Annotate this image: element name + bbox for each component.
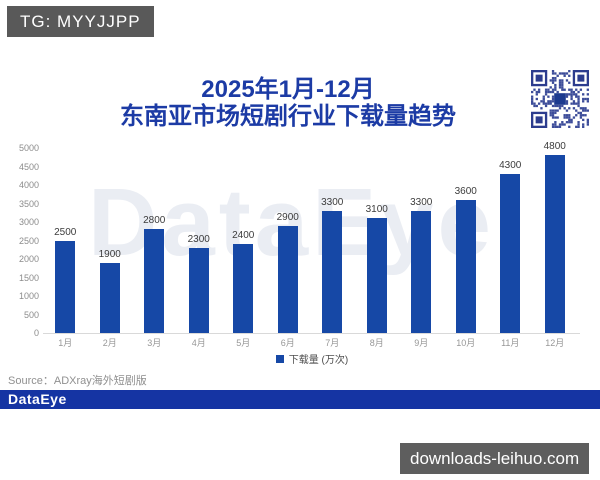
x-tick-label: 9月 <box>414 338 429 348</box>
y-tick-label: 3000 <box>18 217 39 227</box>
bar-value-label: 3300 <box>321 196 344 208</box>
bar-value-label: 2500 <box>54 226 77 238</box>
x-tick-label: 4月 <box>191 338 206 348</box>
bar-value-label: 3300 <box>410 196 433 208</box>
bar-value-label: 2800 <box>143 215 166 227</box>
y-tick-label: 0 <box>33 328 39 338</box>
chart-title-line2: 东南亚市场短剧行业下载量趋势 <box>120 103 456 130</box>
qr-code-icon <box>531 70 589 128</box>
bar-value-label: 4300 <box>499 159 522 171</box>
legend-label: 下载量 (万次) <box>288 355 349 366</box>
bar <box>544 155 565 333</box>
bar-value-label: 2400 <box>232 230 255 242</box>
bar <box>233 244 254 333</box>
y-tick-label: 1500 <box>18 272 39 283</box>
bar <box>55 240 76 333</box>
chart-title: 2025年1月-12月 东南亚市场短剧行业下载量趋势 <box>8 76 568 130</box>
y-tick-label: 1000 <box>18 291 39 301</box>
bar <box>322 210 343 333</box>
y-tick-label: 3500 <box>18 198 39 209</box>
y-tick-label: 4000 <box>18 180 39 190</box>
x-tick-label: 6月 <box>280 338 295 348</box>
legend-swatch-icon <box>275 354 284 363</box>
x-tick-label: 10月 <box>456 338 476 348</box>
bar <box>277 225 298 333</box>
x-axis-line <box>43 333 580 334</box>
bar-value-label: 4800 <box>543 141 566 153</box>
bar-value-label: 3600 <box>454 185 477 197</box>
y-tick-label: 4500 <box>18 161 39 172</box>
x-tick-label: 5月 <box>236 338 251 348</box>
y-tick-label: 2000 <box>18 254 39 264</box>
bar <box>500 173 521 333</box>
bar <box>366 218 387 333</box>
x-tick-label: 11月 <box>501 338 520 348</box>
footer-brand-bar: DataEye <box>0 390 600 409</box>
source-note: Source：ADXray海外短剧版 <box>8 375 147 387</box>
bar-value-label: 1900 <box>98 248 121 260</box>
y-tick-label: 5000 <box>18 143 39 153</box>
bar <box>144 229 165 333</box>
chart-title-line1: 2025年1月-12月 <box>201 76 375 103</box>
bar <box>99 262 120 333</box>
dataeye-logo: DataEye <box>8 391 67 407</box>
bar-value-label: 2900 <box>276 211 299 223</box>
site-watermark-badge: downloads-leihuo.com <box>400 443 590 474</box>
tg-channel-badge: TG: MYYJJPP <box>7 6 154 37</box>
x-tick-label: 7月 <box>325 338 340 348</box>
x-tick-label: 1月 <box>58 338 73 348</box>
bar-chart: 0 500 1000 1500 2000 2500 3000 3500 4000 4500 5000… <box>6 141 596 350</box>
x-tick-label: 8月 <box>369 338 384 348</box>
y-tick-label: 500 <box>23 309 39 320</box>
bar-value-label: 3100 <box>365 204 388 216</box>
x-tick-label: 3月 <box>147 338 162 348</box>
x-tick-label: 12月 <box>545 338 565 348</box>
x-tick-label: 2月 <box>102 338 117 348</box>
y-tick-label: 2500 <box>18 235 39 246</box>
bar <box>455 199 476 333</box>
bar-value-label: 2300 <box>187 233 210 245</box>
chart-legend: 下载量 (万次) <box>43 351 581 366</box>
bar <box>188 247 209 333</box>
bar <box>411 210 432 333</box>
